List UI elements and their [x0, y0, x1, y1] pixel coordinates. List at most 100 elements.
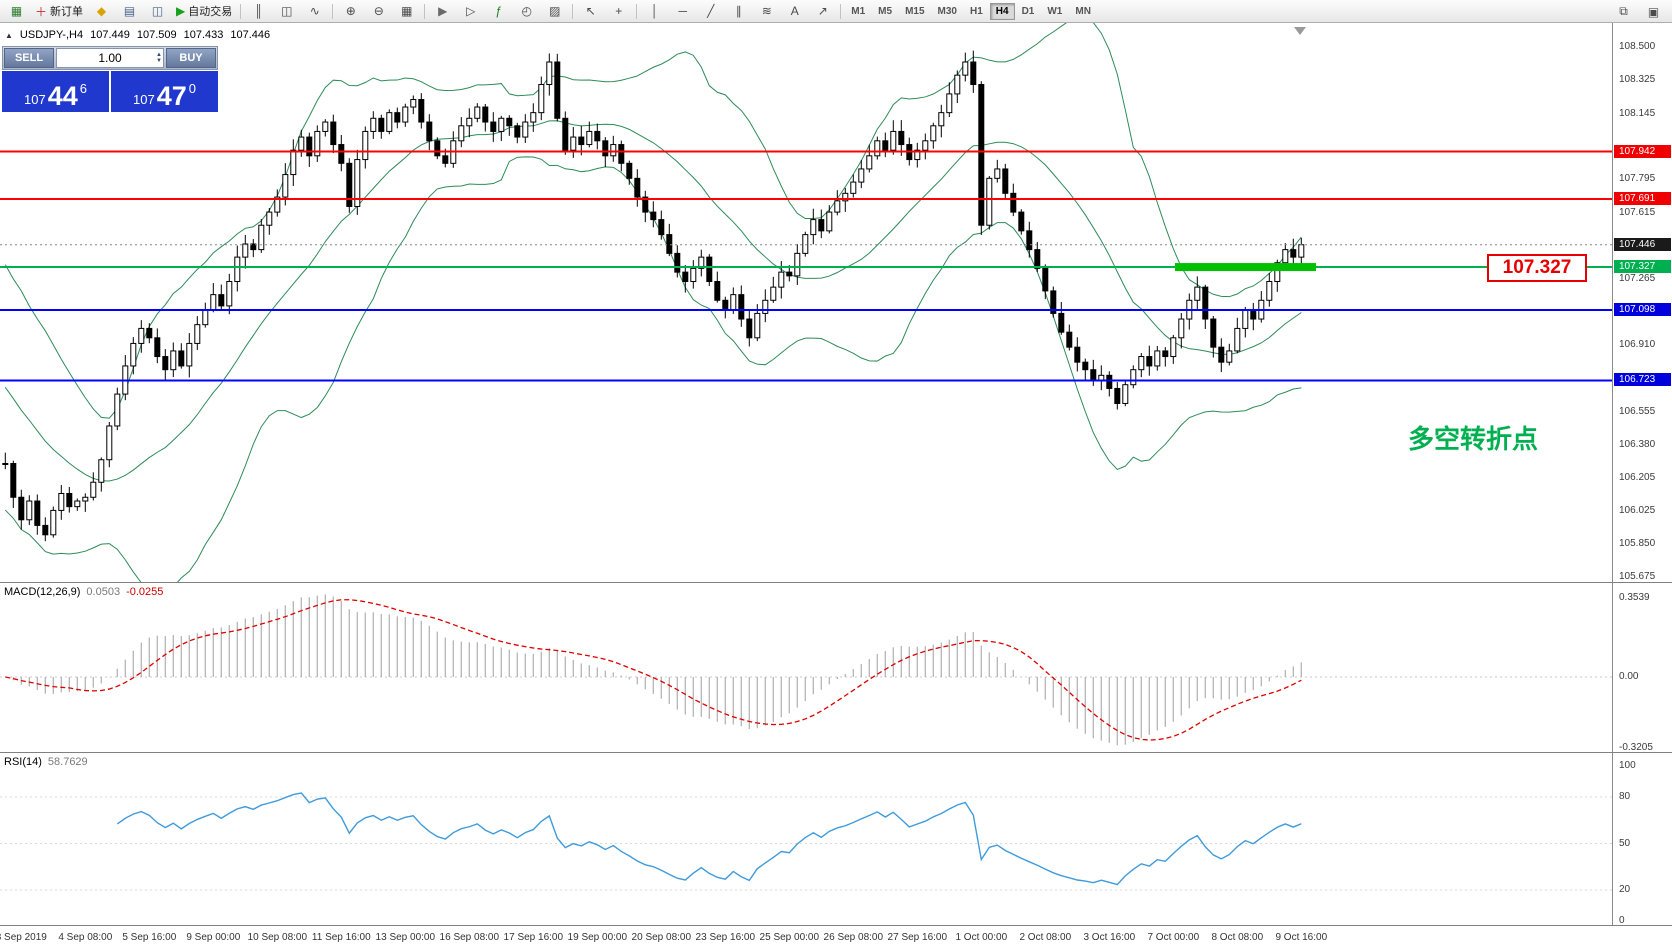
- profiles-button[interactable]: ◆: [88, 1, 115, 22]
- rsi-axis-label: 100: [1619, 760, 1636, 771]
- fullscreen-button[interactable]: ▣: [1647, 4, 1660, 19]
- spin-down-icon[interactable]: ▼: [156, 58, 162, 64]
- timeframe-button-mn[interactable]: MN: [1075, 5, 1091, 17]
- auto-trading-button[interactable]: ▶ 自动交易: [172, 1, 236, 22]
- rsi-name: RSI(14): [4, 756, 42, 768]
- arrows-button[interactable]: ↗: [809, 1, 836, 22]
- price-axis-label: 106.555: [1619, 405, 1656, 417]
- timeframe-button-m30[interactable]: M30: [937, 5, 957, 17]
- data-window-button[interactable]: ◫: [144, 1, 171, 22]
- chart-shift-button[interactable]: ▷: [457, 1, 484, 22]
- timeframe-button-d1[interactable]: D1: [1021, 5, 1035, 17]
- tile-windows-icon: ▦: [401, 4, 413, 18]
- price-axis-label: 107.795: [1619, 173, 1656, 185]
- bid-price-box[interactable]: 107 44 6: [2, 71, 109, 112]
- spin-up-icon[interactable]: ▲: [156, 52, 162, 58]
- volume-stepper[interactable]: 1.00 ▲ ▼: [56, 48, 164, 68]
- price-axis[interactable]: 108.500 108.325 108.145 107.795 107.615 107.2…: [1612, 23, 1672, 582]
- toolbar-separator: [572, 3, 574, 19]
- time-axis[interactable]: 3 Sep 2019 4 Sep 08:00 5 Sep 16:00 9 Sep 00…: [0, 925, 1672, 949]
- horizontal-level-lines[interactable]: [0, 150, 1612, 382]
- rsi-axis[interactable]: 100 80 50 20 0: [1612, 753, 1672, 926]
- ask-price-box[interactable]: 107 47 0: [111, 71, 218, 112]
- chart-windows-button[interactable]: ⧉: [1619, 4, 1628, 18]
- chart-annotation[interactable]: 多空转折点: [1408, 424, 1539, 454]
- candlestick-chart-button[interactable]: ◫: [273, 1, 300, 22]
- text-button[interactable]: A: [781, 1, 808, 22]
- indicators-button[interactable]: ƒ: [485, 1, 512, 22]
- ask-prefix: 107: [133, 92, 155, 107]
- time-axis-label: 5 Sep 16:00: [122, 932, 177, 943]
- macd-signal-line: [5, 599, 1302, 741]
- templates-button[interactable]: ▨: [541, 1, 568, 22]
- macd-histogram: [12, 594, 1302, 746]
- price-axis-label: 107.265: [1619, 272, 1656, 284]
- vertical-line-icon: │: [651, 4, 659, 18]
- chart-shift-marker[interactable]: [1294, 27, 1306, 35]
- one-click-trading-panel: SELL 1.00 ▲ ▼ BUY 107 44 6 107 47 0: [2, 46, 218, 112]
- line-chart-button[interactable]: ∿: [301, 1, 328, 22]
- sell-button[interactable]: SELL: [4, 48, 54, 68]
- equidistant-channel-button[interactable]: ∥: [725, 1, 752, 22]
- tile-windows-button[interactable]: ▦: [393, 1, 420, 22]
- new-order-button[interactable]: ＋新订单: [31, 1, 87, 22]
- timeframe-button-m15[interactable]: M15: [905, 5, 925, 17]
- profiles-icon: ◆: [96, 4, 107, 18]
- time-axis-label: 9 Sep 00:00: [186, 932, 241, 943]
- crosshair-icon: +: [615, 4, 623, 18]
- volume-spin-arrows[interactable]: ▲ ▼: [156, 49, 162, 67]
- crosshair-button[interactable]: +: [605, 1, 632, 22]
- vertical-line-button[interactable]: │: [641, 1, 668, 22]
- price-axis-label: 108.325: [1619, 73, 1656, 85]
- price-axis-label: 106.025: [1619, 505, 1656, 517]
- timeframe-button-m5[interactable]: M5: [878, 5, 893, 17]
- chart-shift-icon: ▷: [466, 4, 476, 18]
- macd-main-value: 0.0503: [86, 586, 121, 598]
- periods-button[interactable]: ◴: [513, 1, 540, 22]
- macd-name: MACD(12,26,9): [4, 586, 81, 598]
- cursor-button[interactable]: ↖: [577, 1, 604, 22]
- rsi-canvas[interactable]: [0, 753, 1612, 926]
- price-callout[interactable]: 107.327: [1487, 254, 1587, 282]
- trendline-button[interactable]: ╱: [697, 1, 724, 22]
- zoom-out-icon: ⊖: [373, 4, 384, 18]
- support-highlight-segment[interactable]: [1175, 263, 1316, 272]
- time-axis-label: 3 Sep 2019: [0, 932, 47, 943]
- price-axis-label: 105.850: [1619, 538, 1656, 550]
- buy-button[interactable]: BUY: [166, 48, 216, 68]
- zoom-out-button[interactable]: ⊖: [365, 1, 392, 22]
- timeframe-button-m1[interactable]: M1: [851, 5, 866, 17]
- macd-canvas[interactable]: [0, 583, 1612, 753]
- toolbar-separator: [424, 3, 426, 19]
- zoom-in-button[interactable]: ⊕: [337, 1, 364, 22]
- main-chart-canvas[interactable]: [0, 23, 1612, 582]
- market-watch-icon: ▤: [123, 4, 136, 18]
- horizontal-line-button[interactable]: ─: [669, 1, 696, 22]
- time-axis-label: 26 Sep 08:00: [823, 932, 884, 943]
- new-order-button-label: 新订单: [50, 6, 84, 18]
- auto-trading-button-label: 自动交易: [188, 6, 233, 18]
- symbol-title: USDJPY-,H4: [19, 29, 84, 41]
- macd-axis-label: 0.3539: [1619, 592, 1650, 604]
- fibonacci-button[interactable]: ≋: [753, 1, 780, 22]
- price-level-tag: 107.327: [1614, 260, 1671, 274]
- toolbar-separator: [840, 3, 842, 19]
- bar-chart-button[interactable]: ║: [245, 1, 272, 22]
- market-watch-button[interactable]: ▤: [116, 1, 143, 22]
- new-chart-button[interactable]: ▦: [3, 1, 30, 22]
- auto-scroll-button[interactable]: ▶: [429, 1, 456, 22]
- rsi-panel: RSI(14) 58.7629 100 80 50 20 0: [0, 752, 1672, 926]
- macd-axis[interactable]: 0.3539 0.00 -0.3205: [1612, 583, 1672, 753]
- templates-icon: ▨: [549, 4, 561, 18]
- trendline-icon: ╱: [707, 4, 715, 18]
- timeframe-button-w1[interactable]: W1: [1047, 5, 1063, 17]
- time-axis-label: 17 Sep 16:00: [503, 932, 564, 943]
- one-click-collapse-icon[interactable]: ▲: [5, 30, 13, 40]
- timeframe-button-h4[interactable]: H4: [989, 2, 1015, 20]
- timeframe-button-h1[interactable]: H1: [969, 5, 983, 17]
- bid-pip-digit: 6: [79, 81, 87, 96]
- new-chart-icon: ▦: [10, 4, 23, 18]
- time-axis-label: 13 Sep 00:00: [375, 932, 436, 943]
- toolbar-separator: [636, 3, 638, 19]
- time-axis-label: 10 Sep 08:00: [247, 932, 308, 943]
